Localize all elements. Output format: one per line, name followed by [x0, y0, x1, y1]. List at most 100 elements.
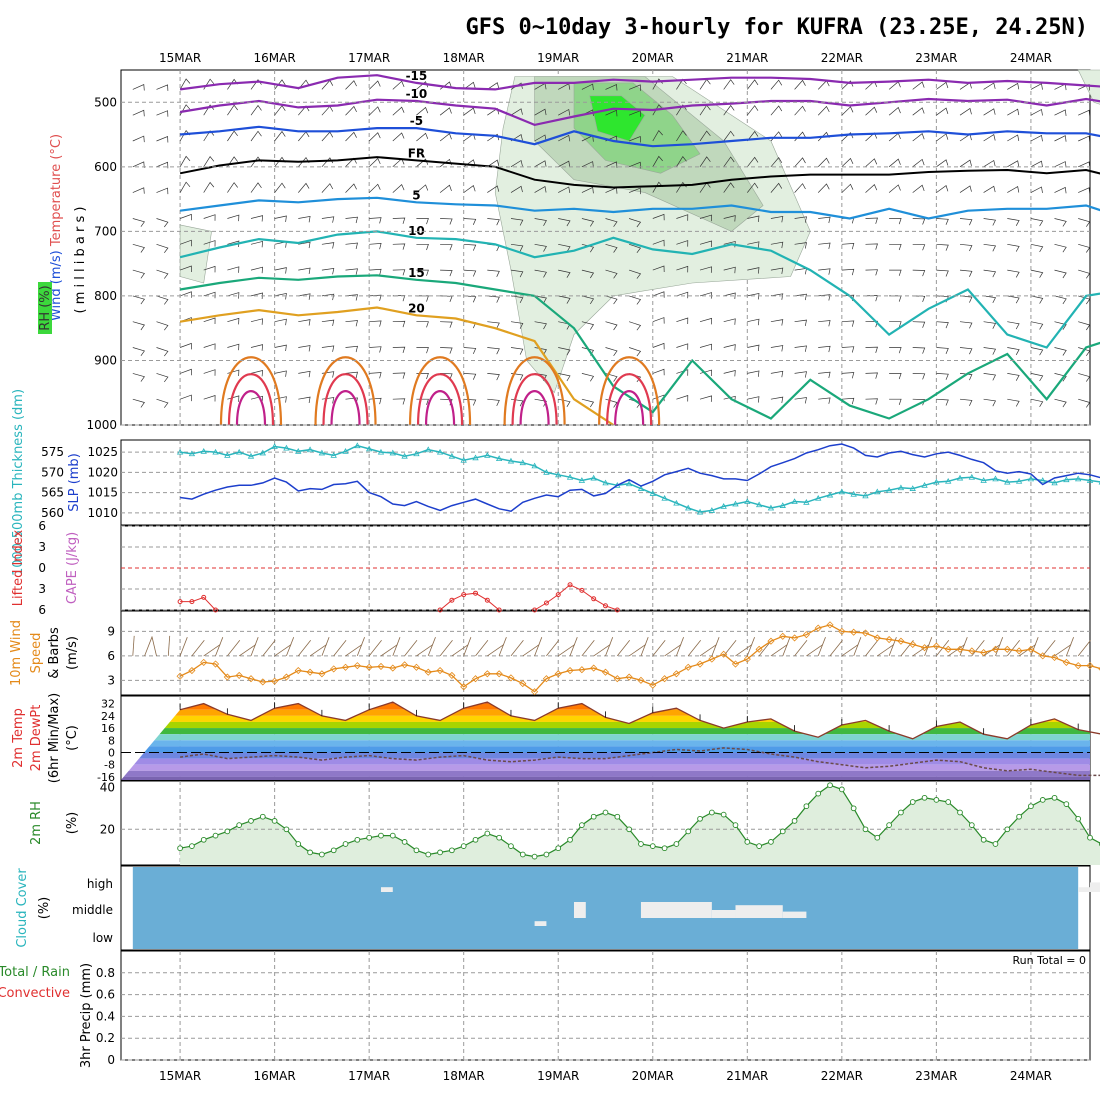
wind-barb: [297, 639, 312, 657]
thickness-marker: [885, 486, 893, 493]
upper-wind-barb: [912, 81, 925, 90]
rh-marker: [354, 836, 361, 843]
wind-speed-marker: [542, 675, 550, 683]
upper-wind-barb: [558, 295, 571, 304]
upper-wind-barb: [416, 269, 429, 276]
upper-wind-barb: [132, 83, 145, 91]
upper-wind-barb: [250, 182, 262, 193]
upper-wind-barb: [369, 372, 382, 379]
wind-barb: [380, 644, 398, 657]
wind-speed-marker: [282, 673, 291, 681]
upper-wind-barb: [298, 182, 310, 193]
temp-band: [121, 752, 1090, 759]
upper-wind-barb: [794, 345, 807, 352]
precip-tick-label: 0: [107, 1053, 115, 1067]
upper-wind-barb: [534, 218, 547, 226]
surface-temperature-lobe: [614, 390, 645, 426]
upper-wind-barb: [936, 269, 949, 277]
upper-wind-barb: [1030, 321, 1044, 330]
upper-wind-barb: [321, 183, 334, 193]
upper-wind-barb: [345, 183, 357, 193]
rh-marker: [319, 851, 325, 858]
stability-tick-label: 3: [38, 582, 46, 596]
rh-marker: [744, 839, 751, 845]
wind-speed-marker: [200, 658, 208, 666]
upper-wind-barb: [983, 218, 997, 226]
lifted-index-marker: [543, 600, 549, 606]
upper-wind-barb: [298, 345, 311, 352]
upper-wind-barb: [770, 293, 784, 300]
upper-wind-barb: [723, 318, 736, 325]
upper-wind-barb: [227, 156, 238, 167]
upper-wind-barb: [250, 395, 263, 403]
upper-wind-barb: [581, 83, 594, 91]
rh-marker: [756, 843, 762, 849]
cloud-cell: [1090, 882, 1100, 892]
upper-wind-barb: [203, 104, 215, 116]
upper-wind-barb: [818, 371, 831, 379]
upper-wind-barb: [132, 269, 145, 279]
upper-wind-barb: [439, 184, 452, 193]
wind-barb: [167, 635, 171, 656]
wind-speed-marker: [991, 645, 1000, 653]
upper-wind-barb: [156, 110, 169, 117]
thickness-marker: [673, 499, 680, 506]
upper-wind-barb: [321, 397, 335, 404]
thickness-marker: [921, 482, 928, 488]
wind-speed-marker: [507, 674, 515, 682]
upper-wind-barb: [770, 345, 784, 352]
upper-wind-barb: [1078, 187, 1091, 194]
date-label-top: 20MAR: [632, 51, 674, 65]
upper-wind-barb: [770, 241, 784, 249]
upper-wind-barb: [156, 398, 169, 408]
upper-wind-barb: [983, 108, 996, 116]
upper-wind-barb: [203, 181, 215, 193]
upper-wind-barb: [605, 295, 618, 305]
wind-speed-marker: [743, 655, 751, 663]
temp-tick-label: 8: [108, 734, 115, 747]
surface-temperature-lobe: [503, 356, 566, 426]
wind-barb: [841, 644, 859, 657]
rh-marker: [838, 786, 845, 793]
rh-marker: [484, 830, 491, 837]
wind-speed-marker: [956, 645, 964, 653]
wind-barb: [746, 637, 755, 657]
upper-wind-barb: [699, 240, 712, 248]
slp-axis-label: SLP (mb): [67, 453, 82, 512]
wind-barb: [1066, 637, 1074, 657]
upper-wind-barb: [274, 318, 287, 326]
upper-wind-barb: [345, 131, 357, 142]
temperature-contour: [179, 156, 1100, 189]
wind-barb: [806, 644, 824, 657]
upper-wind-barb: [416, 106, 429, 116]
upper-wind-barb: [274, 182, 286, 193]
upper-wind-barb: [156, 269, 169, 279]
lifted-index-marker: [213, 607, 219, 613]
upper-wind-barb: [959, 243, 973, 252]
upper-wind-barb: [605, 218, 618, 227]
thickness-marker: [661, 494, 668, 501]
rh-marker: [555, 845, 562, 852]
thickness-marker: [318, 449, 326, 456]
upper-wind-barb: [676, 214, 689, 221]
upper-wind-barb: [936, 159, 949, 168]
upper-wind-barb: [841, 397, 855, 405]
wind-speed-marker: [495, 670, 503, 678]
upper-wind-barb: [794, 216, 807, 223]
surface-temperature-lobe: [519, 390, 550, 426]
rh-marker: [638, 841, 644, 847]
upper-wind-barb: [936, 243, 949, 251]
upper-wind-barb: [392, 269, 406, 276]
upper-wind-barb: [274, 215, 287, 222]
upper-wind-barb: [628, 321, 642, 331]
upper-wind-barb: [581, 398, 595, 408]
upper-wind-barb: [440, 269, 453, 277]
upper-wind-barb: [865, 372, 878, 379]
upper-wind-barb: [723, 266, 736, 274]
wind-barb: [817, 637, 826, 657]
cloud-background: [132, 867, 1079, 949]
cloud-level-label: middle: [72, 903, 113, 917]
upper-wind-barb: [889, 373, 902, 380]
rh-marker: [803, 803, 810, 810]
upper-wind-barb: [416, 321, 429, 328]
